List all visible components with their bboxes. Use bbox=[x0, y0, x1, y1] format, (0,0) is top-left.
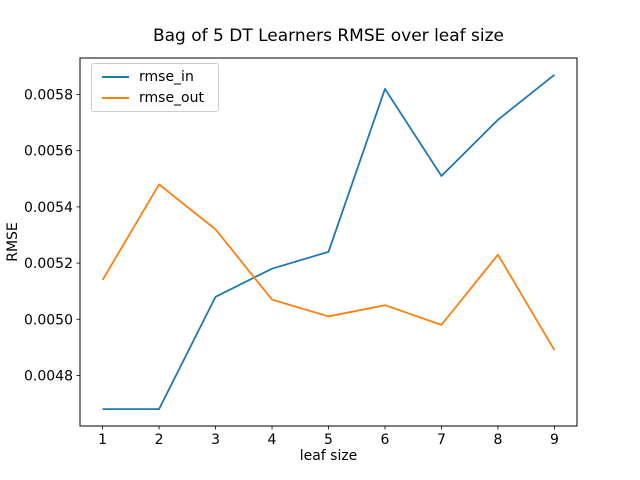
legend-label-rmse-in: rmse_in bbox=[139, 69, 194, 85]
y-tick-label: 0.0048 bbox=[24, 368, 73, 384]
x-tick-label: 1 bbox=[98, 432, 107, 448]
legend: rmse_in rmse_out bbox=[91, 63, 219, 112]
y-tick-label: 0.0052 bbox=[24, 256, 73, 272]
legend-entry: rmse_out bbox=[102, 90, 208, 106]
x-tick-label: 2 bbox=[155, 432, 164, 448]
legend-label-rmse-out: rmse_out bbox=[139, 90, 204, 106]
chart-title: Bag of 5 DT Learners RMSE over leaf size bbox=[152, 26, 505, 46]
y-tick-label: 0.0054 bbox=[24, 200, 73, 216]
x-tick-label: 3 bbox=[211, 432, 220, 448]
x-tick-label: 6 bbox=[381, 432, 390, 448]
series-line-rmse_in bbox=[102, 74, 555, 411]
legend-line-sample-rmse-in bbox=[102, 76, 129, 78]
legend-entry: rmse_in bbox=[102, 69, 208, 85]
y-tick-label: 0.0056 bbox=[24, 144, 73, 160]
x-tick-label: 4 bbox=[268, 432, 277, 448]
x-tick-label: 9 bbox=[550, 432, 559, 448]
legend-line-sample-rmse-out bbox=[102, 97, 129, 99]
x-tick-label: 8 bbox=[493, 432, 502, 448]
series-line-rmse_out bbox=[101, 183, 556, 351]
x-tick-label: 5 bbox=[324, 432, 333, 448]
y-tick-label: 0.0058 bbox=[24, 88, 73, 104]
y-axis-label: RMSE bbox=[5, 222, 21, 262]
plot-border bbox=[79, 57, 578, 427]
y-tick-label: 0.0050 bbox=[24, 312, 73, 328]
x-axis-label: leaf size bbox=[299, 448, 358, 464]
x-tick-label: 7 bbox=[437, 432, 446, 448]
